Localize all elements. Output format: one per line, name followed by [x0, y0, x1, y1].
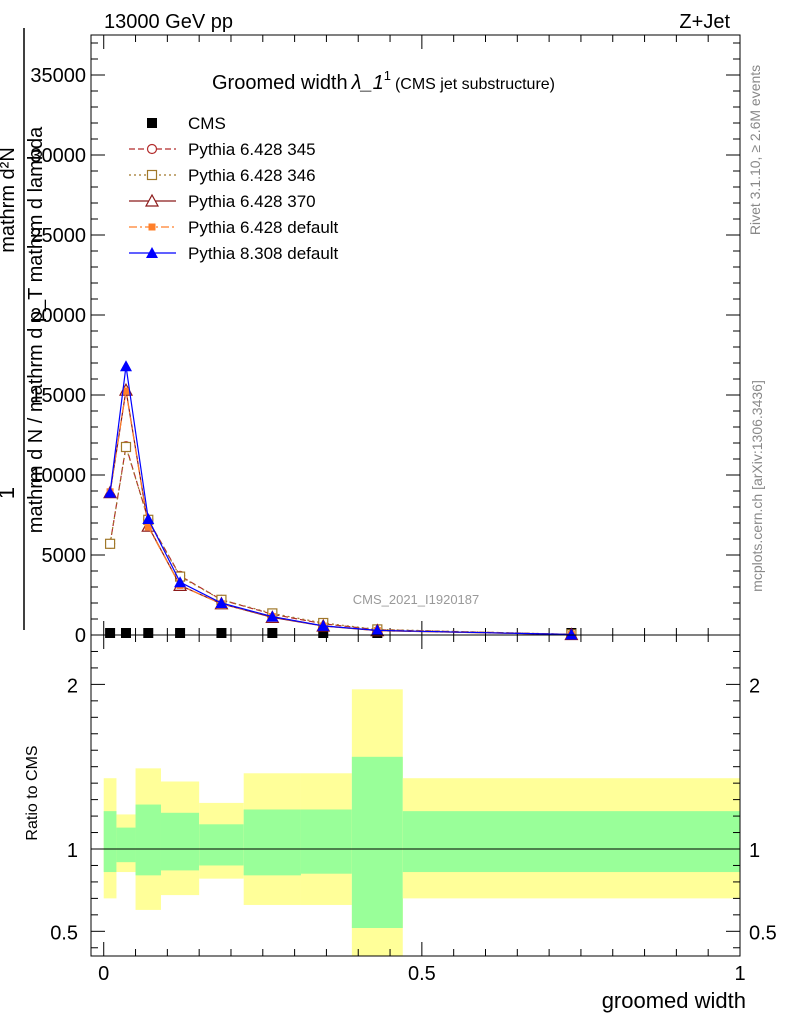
data-point: [120, 628, 131, 638]
series-pythia-6-428-default: [106, 387, 575, 639]
legend-marker: [146, 143, 158, 155]
ratio-y-tick-label-left: 2: [67, 675, 78, 697]
data-point: [120, 441, 132, 453]
legend-marker: [146, 247, 158, 258]
chart-title-superscript: 1: [384, 68, 391, 83]
ratio-inner-band: [243, 809, 301, 876]
legend-marker: [146, 169, 158, 181]
y-axis-label-numerator: mathrm d²N: [0, 147, 19, 253]
main-axis-ticks: 0 5000 10000 15000 20000 25000 30000 35000: [30, 35, 741, 647]
legend-marker: [148, 223, 156, 231]
data-point: [317, 619, 330, 631]
ratio-y-tick-label-right: 2: [749, 675, 760, 697]
data-point: [104, 538, 116, 549]
series-line-pythia-6-428-346: [109, 446, 572, 635]
x-tick-label: 1: [734, 963, 745, 985]
data-point: [215, 597, 228, 608]
legend-label: Pythia 8.308 default: [188, 244, 339, 263]
ratio-y-tick-label-right: 0.5: [749, 922, 777, 944]
collision-energy-label: 13000 GeV pp: [104, 11, 233, 33]
series-line-pythia-6-428-370: [109, 390, 572, 636]
y-axis-label-prefactor: 1: [0, 487, 19, 499]
mcplots-reference-label: mcplots.cern.ch [arXiv:1306.3436]: [749, 380, 765, 592]
ratio-bands-layer: [103, 689, 740, 956]
ratio-plot-frame: [90, 634, 741, 957]
ratio-y-tick-label-left: 0.5: [50, 922, 78, 944]
data-point: [144, 523, 152, 531]
ratio-inner-band: [199, 824, 244, 866]
chart-title-text: Groomed width: [212, 72, 348, 94]
series-line-pythia-6-428-default: [109, 390, 572, 636]
y-axis-label-denominator: mathrm d N / mathrm d p_T mathrm d lambd…: [25, 126, 47, 533]
legend-label: Pythia 6.428 345: [188, 140, 316, 159]
main-plot-panel: 0 5000 10000 15000 20000 25000 30000 35000 Groo…: [0, 28, 741, 647]
data-point: [122, 387, 130, 395]
main-series-layer: [103, 360, 579, 641]
legend-item-cms: CMS: [147, 114, 226, 133]
legend-item-pythia-6-428-370: Pythia 6.428 370: [129, 192, 316, 211]
y-tick-label: 15000: [30, 385, 86, 407]
y-tick-label: 10000: [30, 465, 86, 487]
y-tick-label: 20000: [30, 305, 86, 327]
legend-item-pythia-6-428-346: Pythia 6.428 346: [129, 166, 316, 185]
ratio-y-tick-label-right: 1: [749, 840, 760, 862]
x-tick-label: 0: [98, 963, 109, 985]
process-label: Z+Jet: [679, 11, 730, 33]
series-pythia-8-308-default: [104, 360, 578, 640]
series-pythia-6-428-370: [103, 382, 579, 641]
y-tick-label: 35000: [30, 65, 86, 87]
ratio-axis-ticks: 0.5 0.51 12 20 0.5 1: [50, 635, 777, 985]
legend-item-pythia-8-308-default: Pythia 8.308 default: [129, 244, 339, 263]
data-point: [216, 628, 227, 638]
ratio-inner-band: [103, 811, 117, 873]
legend: CMS Pythia 6.428 345 Pythia 6.428 346 Pythi…: [129, 114, 339, 263]
y-tick-label: 30000: [30, 145, 86, 167]
legend-label: Pythia 6.428 346: [188, 166, 316, 185]
data-point: [105, 628, 116, 638]
ratio-inner-band: [402, 811, 740, 873]
data-point: [266, 610, 279, 622]
x-tick-label: 0.5: [408, 963, 436, 985]
y-tick-label: 5000: [42, 545, 87, 567]
ratio-y-tick-label-left: 1: [67, 840, 78, 862]
analysis-watermark: CMS_2021_I1920187: [353, 592, 480, 607]
chart-title-math: λ_1: [351, 72, 384, 94]
x-axis-label: groomed width: [602, 988, 746, 1013]
ratio-inner-band: [116, 827, 136, 863]
y-tick-label: 25000: [30, 225, 86, 247]
series-line-pythia-8-308-default: [109, 366, 572, 636]
y-tick-label: 0: [75, 625, 86, 647]
ratio-inner-band: [160, 812, 200, 871]
data-point: [104, 486, 117, 498]
data-point: [143, 628, 154, 638]
data-point: [175, 628, 186, 638]
ratio-plot-panel: 0.5 0.51 12 20 0.5 1 Ratio to CMS groomed wid…: [24, 634, 777, 1013]
rivet-version-label: Rivet 3.1.10, ≥ 2.6M events: [747, 65, 763, 235]
series-pythia-6-428-346: [104, 441, 577, 640]
data-point: [267, 628, 278, 638]
series-line-pythia-6-428-345: [109, 446, 572, 635]
ratio-inner-band: [135, 804, 161, 876]
legend-item-pythia-6-428-345: Pythia 6.428 345: [129, 140, 316, 159]
legend-marker: [147, 118, 157, 128]
data-point: [565, 628, 578, 640]
data-point: [142, 513, 155, 524]
data-point: [119, 360, 132, 372]
ratio-inner-band: [300, 809, 352, 874]
legend-marker: [144, 193, 160, 207]
data-point: [174, 576, 187, 588]
ratio-inner-band: [351, 756, 403, 929]
legend-label: CMS: [188, 114, 226, 133]
series-pythia-6-428-345: [104, 441, 577, 640]
legend-label: Pythia 6.428 370: [188, 192, 316, 211]
ratio-y-axis-label: Ratio to CMS: [24, 745, 41, 840]
data-point: [371, 624, 384, 636]
legend-item-pythia-6-428-default: Pythia 6.428 default: [129, 218, 339, 237]
legend-label: Pythia 6.428 default: [188, 218, 339, 237]
data-point: [318, 628, 329, 638]
chart-subtitle: (CMS jet substructure): [395, 76, 555, 93]
chart-title: Groomed width λ_11 (CMS jet substructure): [212, 68, 555, 94]
